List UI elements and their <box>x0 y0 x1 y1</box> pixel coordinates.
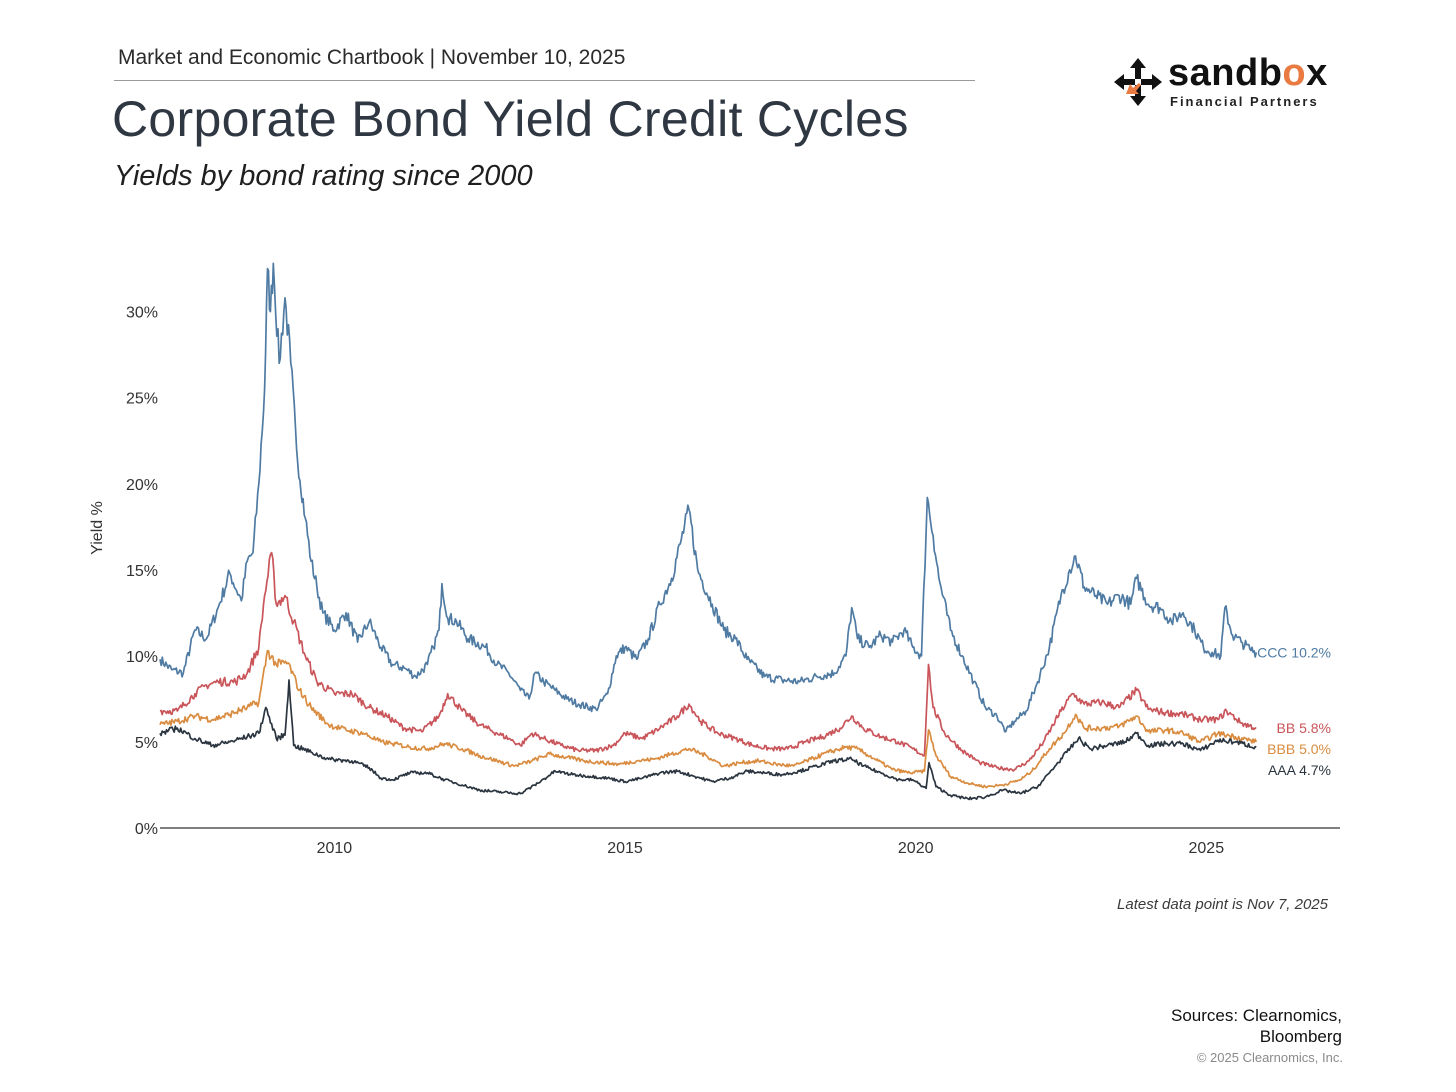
sources-line-1: Sources: Clearnomics, <box>1170 1006 1342 1025</box>
y-tick-label: 15% <box>126 563 158 580</box>
chartbook-header: Market and Economic Chartbook | November… <box>118 46 626 69</box>
series-line-bb <box>159 551 1257 772</box>
series-label-bb: BB 5.8% <box>1277 720 1331 736</box>
series-line-bbb <box>159 649 1258 789</box>
y-tick-label: 30% <box>126 305 158 322</box>
y-tick-label: 0% <box>135 821 158 838</box>
copyright: © 2025 Clearnomics, Inc. <box>1196 1050 1343 1065</box>
series-line-ccc <box>159 262 1258 733</box>
logo-tagline: Financial Partners <box>1170 94 1319 109</box>
page-subtitle: Yields by bond rating since 2000 <box>114 160 533 192</box>
header-divider <box>114 80 975 81</box>
x-tick-label: 2020 <box>898 840 934 857</box>
y-tick-label: 20% <box>126 477 158 494</box>
page-title: Corporate Bond Yield Credit Cycles <box>112 91 909 147</box>
x-tick-label: 2015 <box>607 840 643 857</box>
latest-data-note: Latest data point is Nov 7, 2025 <box>1117 896 1328 913</box>
sources-line-2: Bloomberg <box>1259 1027 1342 1046</box>
y-axis-label: Yield % <box>89 501 106 555</box>
y-tick-label: 10% <box>126 649 158 666</box>
series-label-aaa: AAA 4.7% <box>1268 762 1331 778</box>
y-tick-label: 25% <box>126 391 158 408</box>
sandbox-logo: sandbox Financial Partners <box>1112 52 1328 112</box>
x-tick-label: 2025 <box>1189 840 1225 857</box>
x-tick-label: 2010 <box>317 840 353 857</box>
series-label-ccc: CCC 10.2% <box>1257 644 1331 660</box>
sources-note: Sources: Clearnomics, Bloomberg <box>1171 1005 1342 1047</box>
logo-wordmark: sandbox <box>1168 52 1328 94</box>
y-tick-label: 5% <box>135 735 158 752</box>
arrows-logo-icon <box>1114 58 1162 106</box>
series-line-aaa <box>159 679 1257 801</box>
series-label-bbb: BBB 5.0% <box>1267 741 1331 757</box>
